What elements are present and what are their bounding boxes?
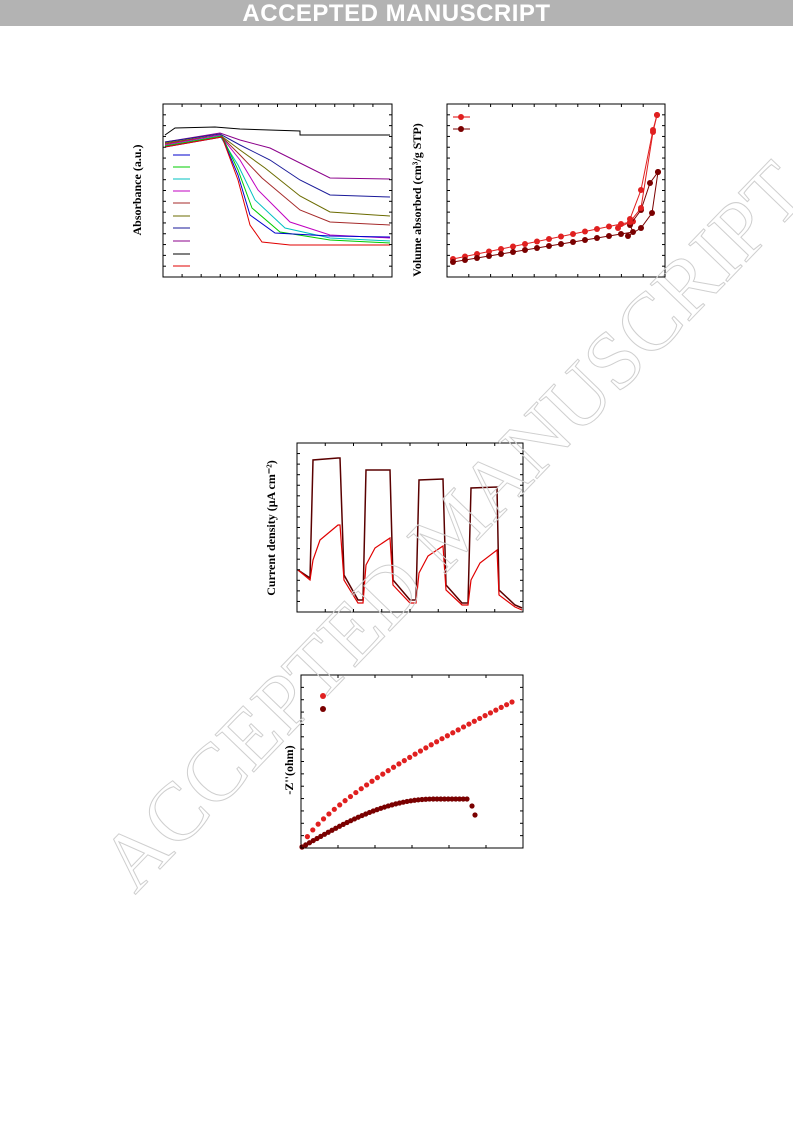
banner: ACCEPTED MANUSCRIPT [0, 0, 793, 27]
axis-label: Absorbance (a.u.) [130, 144, 144, 235]
axis-label: Current density (μA cm⁻²) [264, 460, 278, 596]
axis-label: -Z''(ohm) [282, 745, 296, 794]
plot-frame [446, 103, 666, 278]
watermark: ACCEPTED MANUSCRIPT [82, 145, 793, 908]
axis-label: Volume absorbed (cm³/g STP) [410, 123, 424, 277]
